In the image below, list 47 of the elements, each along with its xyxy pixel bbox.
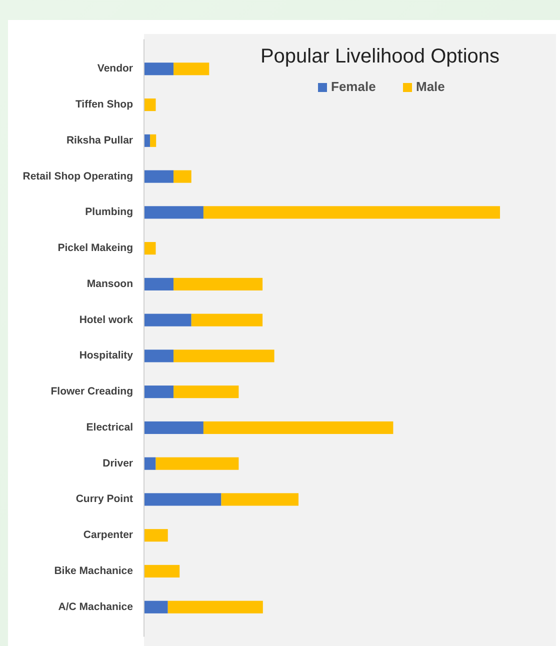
bar bbox=[144, 206, 204, 219]
bar bbox=[168, 600, 263, 614]
bar bbox=[174, 170, 192, 183]
bar bbox=[144, 493, 222, 506]
y-tick-label: Electrical bbox=[86, 421, 134, 434]
bar bbox=[174, 62, 210, 76]
bar bbox=[144, 242, 156, 255]
bar bbox=[144, 134, 150, 147]
bar bbox=[150, 134, 156, 147]
bar bbox=[144, 62, 174, 76]
y-tick-label: Retail Shop Operating bbox=[22, 170, 133, 182]
y-tick-label: Mansoon bbox=[86, 278, 133, 290]
y-tick-label: Hotel work bbox=[79, 314, 134, 326]
bar bbox=[174, 386, 239, 398]
bar bbox=[144, 386, 174, 398]
legend-label: Male bbox=[416, 78, 445, 94]
bar bbox=[144, 421, 204, 434]
y-tick-label: Plumbing bbox=[85, 206, 133, 218]
y-tick-label: Pickel Makeing bbox=[58, 242, 133, 254]
bar bbox=[174, 350, 274, 362]
bar bbox=[144, 600, 168, 614]
y-tick-label: Curry Point bbox=[76, 493, 134, 506]
y-tick-label: Vendor bbox=[97, 62, 133, 75]
chart-title: Popular Livelihood Options bbox=[260, 45, 500, 68]
bar bbox=[144, 278, 174, 290]
bar bbox=[221, 493, 299, 506]
bar bbox=[144, 314, 192, 326]
bar bbox=[144, 170, 174, 183]
bar bbox=[144, 529, 168, 542]
bar bbox=[191, 314, 263, 326]
bar bbox=[156, 457, 239, 470]
bar bbox=[174, 278, 263, 290]
y-tick-label: Driver bbox=[102, 457, 133, 470]
bar bbox=[144, 350, 174, 362]
bar bbox=[203, 421, 394, 434]
y-tick-label: Carpenter bbox=[83, 529, 133, 542]
y-tick-label: Hospitality bbox=[79, 350, 134, 362]
bar bbox=[144, 457, 156, 470]
legend-label: Female bbox=[331, 78, 376, 94]
y-tick-label: Bike Machanice bbox=[54, 565, 134, 577]
bar bbox=[144, 98, 156, 112]
y-tick-label: A/C Machanice bbox=[58, 600, 134, 613]
y-tick-label: Flower Creading bbox=[50, 386, 133, 398]
y-tick-label: Tiffen Shop bbox=[75, 98, 133, 111]
bar bbox=[203, 206, 500, 219]
bar bbox=[144, 564, 180, 578]
y-tick-label: Riksha Pullar bbox=[66, 134, 133, 146]
